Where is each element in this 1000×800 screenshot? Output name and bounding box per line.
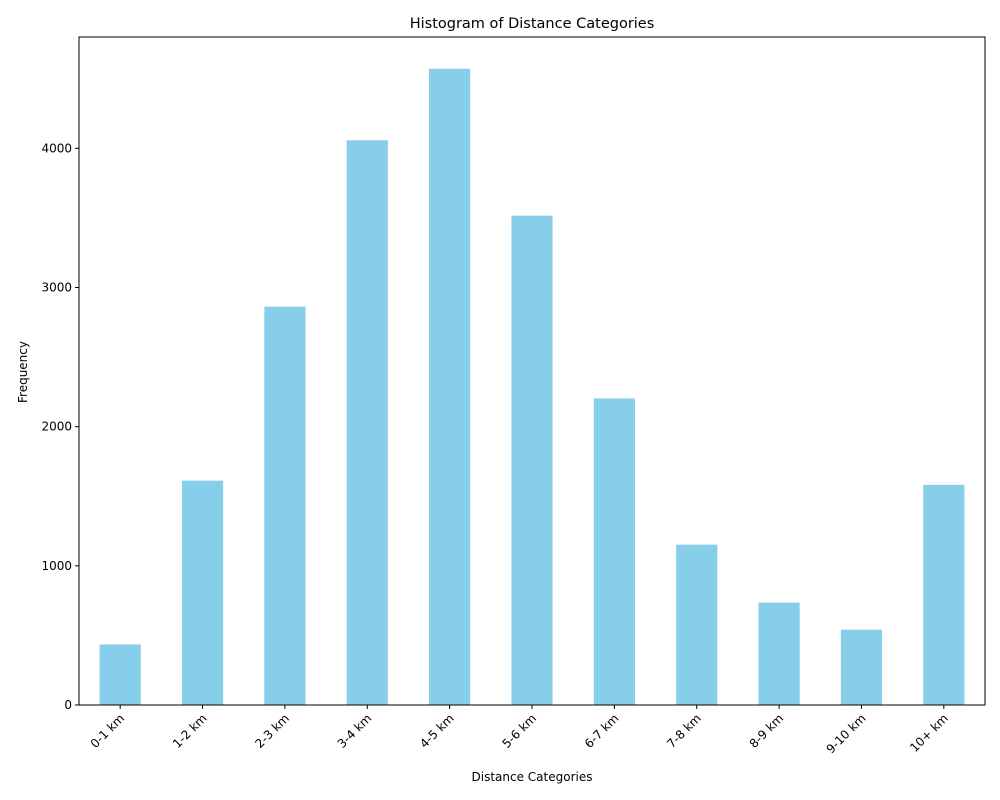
x-tick-label: 0-1 km (88, 711, 128, 751)
bar-10-km (923, 484, 965, 705)
bar-5-6-km (511, 215, 553, 705)
x-axis: 0-1 km 1-2 km 2-3 km 3-4 km 4-5 km 5-6 km 6-7 … (88, 705, 951, 756)
y-tick-label: 2000 (41, 420, 72, 434)
x-tick-label: 8-9 km (747, 711, 787, 751)
y-tick-label: 0 (64, 698, 72, 712)
y-tick-label: 1000 (41, 559, 72, 573)
bar-4-5-km (429, 68, 471, 706)
x-tick-label: 7-8 km (664, 711, 704, 751)
y-axis-title: Frequency (16, 341, 30, 403)
x-tick-label: 5-6 km (499, 711, 539, 751)
chart-title: Histogram of Distance Categories (410, 16, 655, 32)
y-tick-label: 4000 (41, 141, 72, 155)
x-tick-label: 6-7 km (582, 711, 622, 751)
y-tick-label: 3000 (41, 281, 72, 295)
x-axis-title: Distance Categories (472, 770, 593, 784)
plot-frame (78, 36, 986, 706)
bar-6-7-km (593, 398, 635, 705)
x-tick-label: 1-2 km (170, 711, 210, 751)
bars-group (99, 68, 965, 706)
bar-0-1-km (99, 644, 141, 705)
bar-1-2-km (181, 480, 224, 705)
bar-2-3-km (264, 306, 306, 705)
x-tick-label: 2-3 km (252, 711, 292, 751)
bar-3-4-km (346, 140, 388, 706)
bar-7-8-km (676, 544, 718, 705)
bar-8-9-km (758, 602, 800, 705)
bar-9-10-km (840, 629, 883, 705)
x-tick-label: 9-10 km (824, 711, 869, 756)
y-axis: 0 1000 2000 3000 4000 (41, 141, 79, 712)
x-tick-label: 3-4 km (335, 711, 375, 751)
x-tick-label: 10+ km (907, 711, 951, 755)
x-tick-label: 4-5 km (417, 711, 457, 751)
